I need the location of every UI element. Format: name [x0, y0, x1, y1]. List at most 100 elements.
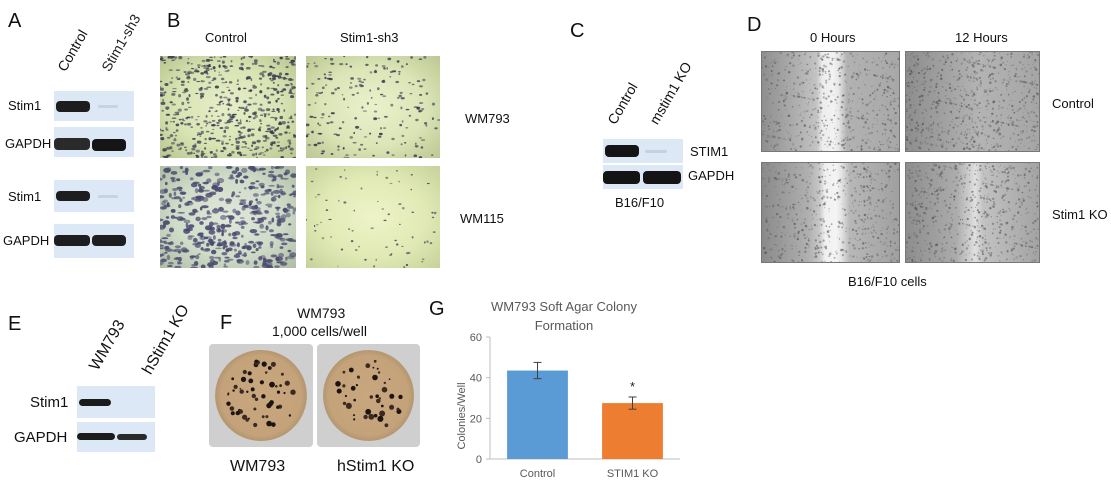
- cell-dot: [199, 97, 203, 99]
- cell-speck: [972, 76, 976, 80]
- cell-speck: [776, 213, 779, 216]
- cell-speck: [797, 232, 800, 235]
- cell-dots: [306, 168, 437, 268]
- cell-speck: [960, 175, 962, 177]
- cell-speck: [926, 110, 928, 112]
- cell-speck: [916, 213, 919, 216]
- panel-g-letter: G: [429, 298, 445, 320]
- cell-dot: [205, 130, 210, 133]
- cell-speck: [1035, 148, 1037, 150]
- cell-speck: [935, 83, 938, 86]
- cell-speck: [764, 177, 767, 181]
- cell-speck: [823, 246, 825, 248]
- cell-dot: [252, 117, 256, 120]
- cell-speck: [928, 251, 930, 254]
- colony-dot: [365, 363, 371, 369]
- cell-speck: [926, 176, 929, 179]
- cell-dot: [265, 130, 269, 133]
- cell-speck: [821, 68, 825, 71]
- cell-speck: [1025, 242, 1028, 245]
- cell-speck: [989, 81, 992, 84]
- cell-speck: [913, 111, 916, 114]
- cell-speck: [996, 216, 998, 218]
- cell-speck: [929, 51, 931, 53]
- cell-dot: [187, 122, 192, 126]
- cell-speck: [894, 111, 897, 115]
- cell-speck: [809, 68, 811, 71]
- cell-dot: [274, 265, 280, 268]
- cell-dot: [248, 56, 254, 58]
- cell-speck: [800, 119, 803, 123]
- cell-dot: [163, 199, 168, 203]
- cell-speck: [978, 101, 981, 105]
- cell-speck: [974, 170, 976, 172]
- cell-dot: [387, 213, 390, 216]
- cell-speck: [765, 241, 767, 243]
- cell-dot: [223, 265, 229, 268]
- cell-dot: [160, 239, 163, 244]
- cell-speck: [954, 163, 956, 165]
- cell-speck: [869, 179, 872, 182]
- cell-speck: [955, 176, 958, 179]
- cell-speck: [892, 232, 896, 235]
- cell-speck: [953, 89, 955, 91]
- cell-speck: [952, 127, 954, 129]
- cell-speck: [1029, 51, 1031, 53]
- cell-dot: [343, 97, 346, 101]
- cell-speck: [988, 149, 991, 152]
- cell-dot: [170, 215, 175, 219]
- cell-speck: [905, 147, 908, 150]
- cell-speck: [999, 63, 1003, 67]
- cell-speck: [812, 197, 815, 200]
- cell-speck: [1016, 111, 1017, 112]
- cell-speck: [944, 150, 946, 152]
- cell-speck: [908, 169, 911, 172]
- cell-dot: [291, 85, 296, 90]
- cell-dot: [199, 92, 205, 96]
- cell-speck: [940, 74, 943, 77]
- panel-f-label: WM793: [230, 458, 286, 475]
- cell-speck: [804, 72, 807, 75]
- cell-speck: [919, 257, 921, 259]
- cell-dot: [229, 243, 237, 247]
- cell-speck: [974, 216, 976, 219]
- cell-speck: [996, 175, 999, 178]
- cell-speck: [809, 116, 811, 119]
- cell-speck: [765, 65, 768, 68]
- cell-dot: [231, 191, 236, 196]
- cell-speck: [1011, 188, 1013, 191]
- cell-dot: [228, 135, 232, 138]
- cell-speck: [884, 241, 886, 243]
- cell-speck: [804, 224, 808, 228]
- cell-dot: [280, 156, 284, 158]
- cell-speck: [976, 134, 978, 137]
- cell-dot: [208, 63, 211, 67]
- cell-dot: [179, 166, 184, 170]
- cell-speck: [822, 204, 824, 206]
- cell-dot: [225, 248, 230, 253]
- cell-speck: [940, 177, 943, 180]
- cell-speck: [943, 256, 946, 259]
- cell-dot: [210, 132, 214, 135]
- cell-speck: [1016, 119, 1018, 121]
- cell-dot: [209, 191, 217, 196]
- cell-speck: [961, 219, 964, 221]
- cell-speck: [1004, 172, 1006, 174]
- cell-dot: [239, 136, 244, 139]
- cell-speck: [788, 191, 791, 194]
- cell-speck: [859, 238, 861, 239]
- cell-dot: [291, 120, 295, 123]
- cell-speck: [994, 80, 997, 83]
- cell-speck: [984, 215, 988, 219]
- cell-speck: [836, 136, 838, 138]
- cell-speck: [810, 79, 812, 81]
- cell-speck: [1000, 137, 1002, 139]
- cell-speck: [891, 61, 894, 63]
- cell-speck: [976, 204, 978, 206]
- colony-dot: [261, 394, 266, 399]
- cell-speck: [896, 219, 898, 222]
- panel-b-letter: B: [167, 10, 181, 32]
- cell-speck: [770, 122, 772, 124]
- cell-speck: [1021, 68, 1023, 70]
- cell-speck: [1031, 241, 1033, 243]
